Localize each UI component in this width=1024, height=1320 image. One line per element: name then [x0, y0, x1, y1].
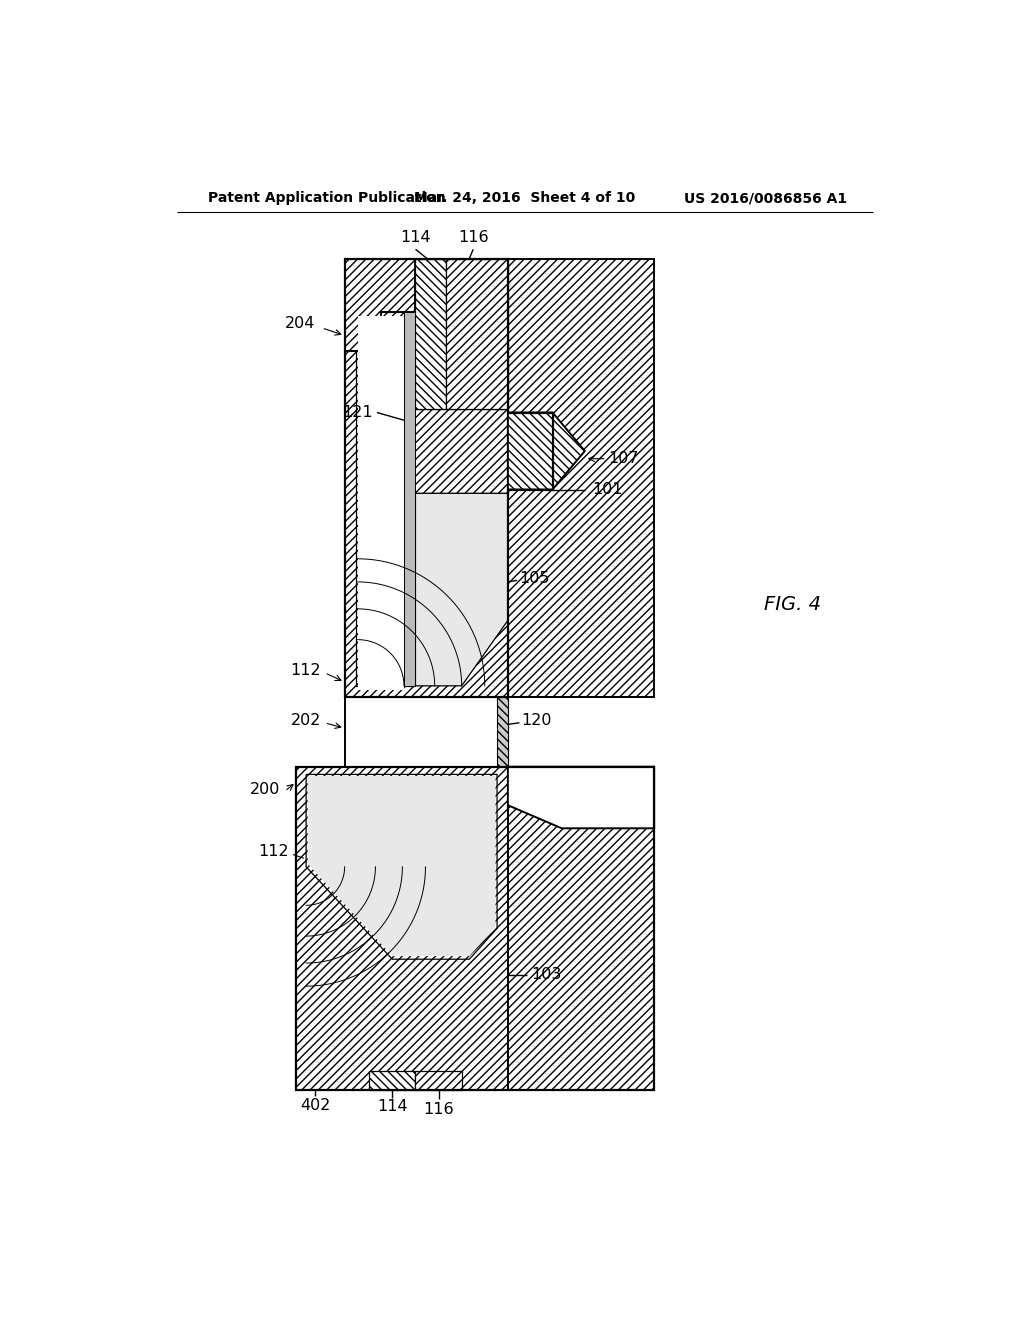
Polygon shape	[446, 259, 508, 409]
Text: 114: 114	[400, 230, 431, 244]
Text: 112: 112	[290, 663, 321, 678]
Polygon shape	[508, 767, 654, 829]
Text: 402: 402	[300, 1098, 331, 1113]
Text: 105: 105	[519, 570, 550, 586]
Polygon shape	[416, 1071, 462, 1090]
Polygon shape	[307, 776, 496, 956]
Text: 116: 116	[423, 1102, 454, 1117]
Text: 202: 202	[291, 713, 321, 729]
Polygon shape	[497, 697, 508, 767]
Polygon shape	[345, 697, 508, 767]
Text: FIG. 4: FIG. 4	[764, 595, 821, 615]
Polygon shape	[296, 767, 508, 1090]
Text: 101: 101	[593, 482, 624, 498]
Text: 103: 103	[531, 968, 561, 982]
Polygon shape	[370, 1071, 416, 1090]
Polygon shape	[356, 313, 508, 686]
Polygon shape	[508, 412, 585, 490]
Text: 200: 200	[250, 783, 281, 797]
Text: Mar. 24, 2016  Sheet 4 of 10: Mar. 24, 2016 Sheet 4 of 10	[414, 191, 636, 206]
Text: 120: 120	[521, 713, 552, 729]
Polygon shape	[508, 767, 654, 1090]
Polygon shape	[403, 313, 416, 686]
Polygon shape	[416, 494, 508, 686]
Polygon shape	[306, 775, 497, 960]
Text: 204: 204	[285, 317, 315, 331]
Polygon shape	[416, 259, 446, 409]
Text: 121: 121	[342, 405, 373, 420]
Text: 107: 107	[608, 451, 638, 466]
Polygon shape	[345, 259, 416, 351]
Text: US 2016/0086856 A1: US 2016/0086856 A1	[684, 191, 847, 206]
Polygon shape	[345, 259, 508, 697]
Polygon shape	[508, 412, 553, 490]
Polygon shape	[508, 259, 654, 697]
Text: 114: 114	[377, 1100, 408, 1114]
Polygon shape	[357, 317, 403, 689]
Text: 116: 116	[458, 230, 488, 244]
Text: Patent Application Publication: Patent Application Publication	[208, 191, 445, 206]
Text: 112: 112	[258, 843, 289, 859]
